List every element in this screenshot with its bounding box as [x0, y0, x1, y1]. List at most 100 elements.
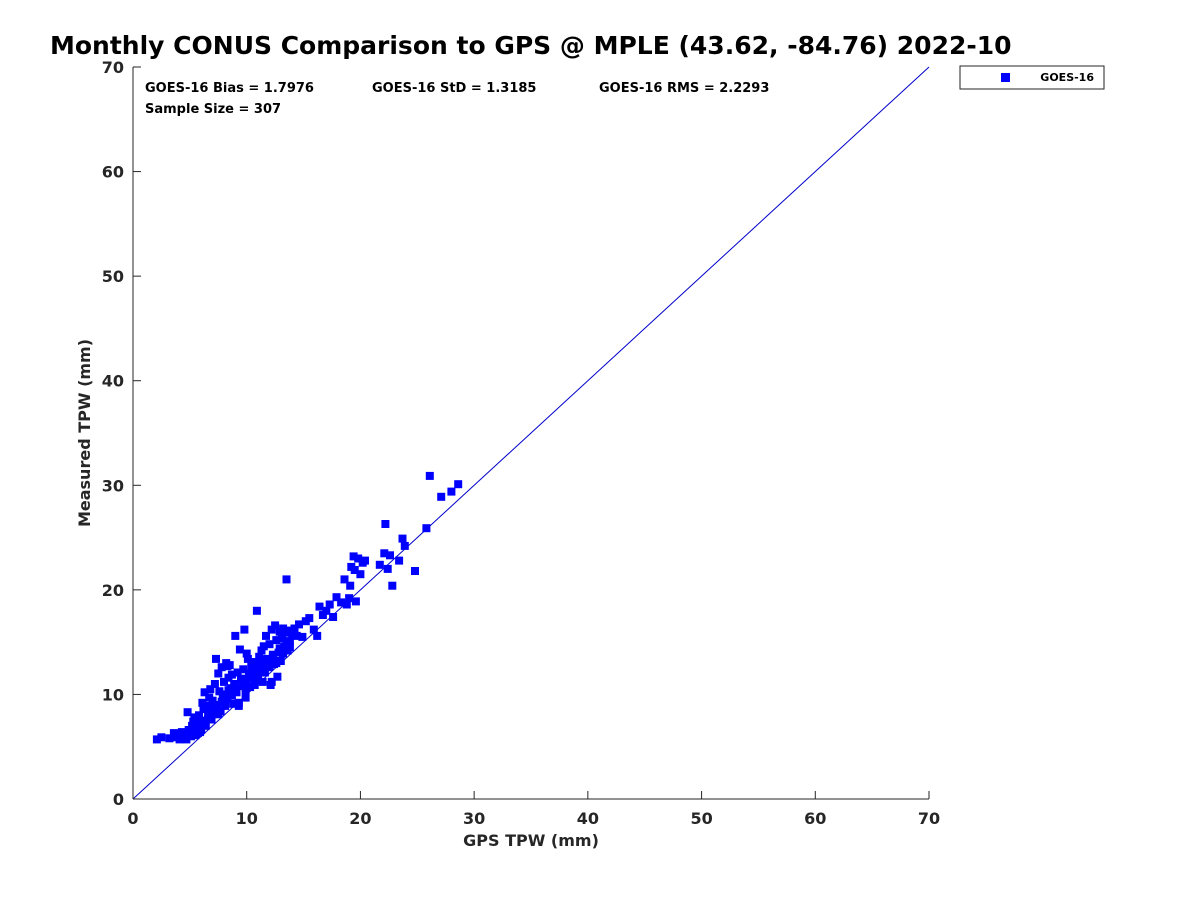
- y-tick-label: 60: [102, 163, 124, 182]
- data-point: [274, 648, 283, 657]
- data-point: [197, 726, 206, 734]
- data-point: [252, 606, 261, 615]
- data-point: [380, 549, 389, 558]
- data-point: [411, 567, 419, 575]
- data-point: [217, 663, 226, 672]
- data-point: [248, 667, 257, 676]
- data-point: [173, 730, 182, 739]
- data-point: [342, 600, 351, 609]
- data-point: [425, 471, 434, 480]
- data-point: [289, 627, 298, 636]
- data-point: [258, 665, 267, 674]
- data-point: [272, 636, 281, 645]
- data-point: [220, 677, 228, 686]
- data-point: [284, 626, 293, 635]
- data-point: [388, 581, 397, 590]
- data-point: [200, 688, 209, 697]
- data-point: [237, 674, 245, 683]
- data-point: [315, 602, 324, 611]
- data-point: [208, 696, 217, 705]
- data-point: [240, 625, 249, 634]
- y-tick-label: 40: [102, 372, 124, 391]
- data-point: [447, 487, 456, 496]
- data-point: [179, 731, 187, 740]
- data-point: [279, 624, 288, 633]
- data-point: [257, 646, 266, 655]
- data-point: [298, 632, 307, 641]
- data-point: [206, 685, 215, 694]
- data-point: [182, 735, 191, 744]
- data-point: [272, 659, 281, 668]
- x-tick-label: 20: [349, 809, 371, 828]
- data-point: [187, 732, 195, 741]
- data-point: [361, 556, 369, 565]
- data-point: [241, 693, 250, 702]
- data-point: [340, 575, 349, 584]
- data-point: [215, 687, 224, 696]
- data-point: [454, 480, 463, 489]
- legend-marker-square: [1001, 73, 1010, 82]
- data-point: [258, 677, 267, 686]
- data-point: [318, 611, 327, 619]
- data-point: [214, 710, 223, 719]
- data-point: [337, 598, 346, 607]
- data-point: [224, 686, 233, 695]
- data-point: [322, 606, 331, 615]
- data-point: [231, 631, 240, 640]
- axis-ticks-layer: 0 10 20 30 40 50 60 70 0 10 20 30 40 50 60 70: [102, 58, 940, 828]
- data-point: [275, 644, 284, 653]
- data-point: [249, 663, 258, 672]
- data-point: [325, 600, 334, 609]
- y-tick-label: 50: [102, 267, 124, 286]
- data-point: [383, 564, 392, 573]
- y-tick-label: 20: [102, 581, 124, 600]
- data-point: [207, 715, 216, 724]
- legend: GOES-16: [959, 65, 1105, 90]
- data-point: [292, 631, 301, 640]
- data-point: [195, 711, 203, 720]
- data-point: [235, 645, 244, 654]
- data-point: [157, 733, 166, 742]
- x-tick-label: 50: [690, 809, 712, 828]
- data-point: [202, 701, 211, 710]
- data-point: [242, 676, 251, 685]
- x-tick-label: 40: [577, 809, 599, 828]
- data-point: [198, 698, 207, 707]
- data-point: [249, 658, 258, 666]
- data-point: [217, 697, 226, 706]
- data-point: [395, 556, 404, 565]
- data-point: [329, 613, 338, 621]
- data-point: [265, 640, 274, 649]
- bias-stat: GOES-16 Bias = 1.7976: [145, 81, 314, 96]
- data-point: [285, 643, 294, 652]
- data-point: [346, 581, 355, 590]
- data-point: [233, 668, 242, 677]
- data-point: [188, 721, 197, 730]
- y-tick-label: 30: [102, 476, 124, 495]
- data-point: [243, 654, 252, 663]
- reference-line-layer: [132, 66, 930, 800]
- x-tick-label: 70: [918, 809, 940, 828]
- data-point: [262, 655, 270, 664]
- data-point: [279, 649, 288, 658]
- y-axis-label: Measured TPW (mm): [75, 339, 94, 527]
- data-point: [239, 665, 248, 674]
- data-point: [223, 694, 232, 703]
- data-point: [230, 680, 239, 688]
- data-point: [349, 552, 358, 561]
- data-point: [375, 560, 384, 569]
- data-point: [184, 726, 193, 734]
- x-tick-label: 30: [463, 809, 485, 828]
- data-point: [234, 698, 243, 707]
- data-point: [242, 649, 251, 658]
- data-point: [259, 642, 268, 651]
- data-point: [227, 670, 236, 679]
- data-point: [280, 642, 289, 651]
- data-point: [305, 614, 314, 623]
- data-point: [212, 654, 220, 663]
- data-point: [267, 625, 276, 634]
- data-point: [204, 711, 213, 720]
- data-point: [255, 660, 264, 669]
- data-point: [255, 652, 264, 661]
